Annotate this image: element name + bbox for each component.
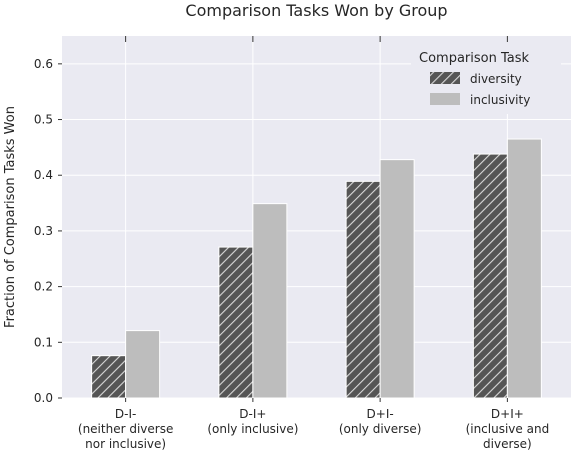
bar-diversity-2 (218, 246, 254, 399)
x-tick-label: nor inclusive) (85, 437, 166, 451)
x-tick-label: D-I- (115, 407, 136, 421)
x-tick-label: D+I- (367, 407, 394, 421)
bar-inclusivity-3 (379, 159, 415, 399)
y-tick-label: 0.2 (34, 280, 53, 294)
legend-label-inclusivity: inclusivity (470, 93, 530, 107)
bar-inclusivity-1 (125, 330, 161, 399)
x-tick-label: D-I+ (239, 407, 266, 421)
x-tick-label: D+I+ (491, 407, 524, 421)
y-tick-label: 0.5 (34, 113, 53, 127)
bar-diversity-4 (472, 153, 508, 399)
legend-title: Comparison Task (419, 51, 529, 66)
legend-items: diversity inclusivity (430, 72, 530, 107)
bar-inclusivity-4 (506, 138, 542, 399)
y-tick-label: 0.4 (34, 168, 53, 182)
y-axis-ticks: 0.0 0.1 0.2 0.3 0.4 0.5 0.6 (34, 57, 62, 405)
y-tick-label: 0.0 (34, 391, 53, 405)
x-tick-label: (neither diverse (78, 422, 173, 436)
bar-diversity-3 (345, 180, 381, 399)
bar-inclusivity-2 (252, 203, 288, 399)
y-tick-label: 0.1 (34, 335, 53, 349)
x-tick-label: (only diverse) (339, 422, 422, 436)
legend-swatch-diversity (430, 72, 460, 84)
chart-title: Comparison Tasks Won by Group (185, 1, 447, 20)
x-tick-label: (inclusive and (466, 422, 550, 436)
x-tick-label: diverse) (483, 437, 532, 451)
x-tick-label: (only inclusive) (207, 422, 298, 436)
legend: Comparison Task diversity inclusivity (411, 42, 561, 114)
y-tick-label: 0.3 (34, 224, 53, 238)
legend-label-diversity: diversity (470, 72, 522, 86)
legend-swatch-inclusivity (430, 93, 460, 105)
bars (91, 138, 542, 399)
bar-diversity-1 (91, 355, 127, 399)
y-axis-label: Fraction of Comparison Tasks Won (3, 106, 18, 328)
y-tick-label: 0.6 (34, 57, 53, 71)
